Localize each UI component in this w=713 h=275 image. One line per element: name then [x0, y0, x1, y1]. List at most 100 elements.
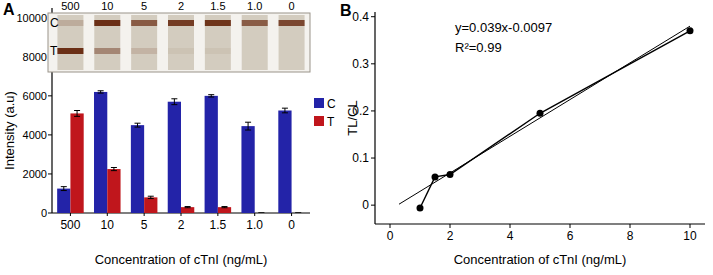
bar — [168, 102, 181, 213]
x-tick — [291, 213, 292, 216]
strip-photo: 50010521.51.00CT — [48, 0, 310, 72]
error-bar — [221, 207, 227, 208]
error-cap — [171, 98, 177, 99]
strip-band — [168, 48, 194, 54]
strip-band — [94, 20, 120, 26]
point — [537, 110, 544, 117]
bar — [107, 169, 120, 213]
strip-lane — [94, 15, 120, 70]
x-tick-label: 2 — [447, 229, 454, 243]
error-bar — [208, 95, 214, 97]
x-tick-label: 10 — [101, 218, 115, 232]
point — [417, 204, 424, 211]
legend-label: T — [327, 115, 335, 129]
error-cap — [282, 108, 288, 109]
x-tick-label: 0 — [288, 218, 295, 232]
band-label: C — [50, 16, 59, 30]
strip-lane — [242, 15, 268, 70]
lane-label: 5 — [141, 0, 147, 12]
x-tick — [570, 224, 571, 228]
error-line — [284, 108, 285, 113]
error-cap — [258, 213, 264, 214]
error-cap — [295, 213, 301, 214]
error-bar — [61, 187, 67, 191]
bars — [57, 91, 301, 213]
y-tick — [371, 16, 375, 17]
x-axis-title: Concentration of cTnI (ng/mL) — [454, 252, 627, 267]
error-cap — [208, 97, 214, 98]
error-bar — [135, 123, 141, 127]
bar — [94, 92, 107, 213]
x-tick — [144, 213, 145, 216]
error-cap — [111, 167, 117, 168]
y-tick — [371, 205, 375, 206]
figure: A020004000600080001000050010521.51.00Con… — [0, 0, 713, 275]
y-tick-label: 0.4 — [352, 10, 369, 24]
bar — [70, 113, 83, 213]
bar — [241, 126, 254, 213]
y-axis-title: TL/CL — [345, 100, 360, 135]
error-cap — [282, 112, 288, 113]
error-line — [63, 187, 64, 191]
strip-band — [131, 48, 157, 54]
bar — [181, 207, 194, 213]
x-tick — [217, 213, 218, 216]
error-bar — [111, 168, 117, 171]
annotation: y=0.039x-0.0097 — [455, 20, 552, 35]
error-bar — [258, 213, 264, 214]
error-cap — [135, 127, 141, 128]
strip-band — [168, 20, 194, 26]
strip-lane — [205, 15, 231, 70]
fit-line-series — [399, 26, 690, 204]
error-cap — [98, 93, 104, 94]
line — [399, 26, 690, 204]
band-label: T — [50, 44, 58, 58]
error-cap — [221, 207, 227, 208]
y-tick — [371, 158, 375, 159]
error-cap — [171, 104, 177, 105]
panel-a: A020004000600080001000050010521.51.00Con… — [2, 0, 336, 267]
error-line — [77, 111, 78, 117]
bar — [131, 125, 144, 213]
x-tick — [254, 213, 255, 216]
strip-band — [94, 48, 120, 54]
legend-label: C — [327, 97, 336, 111]
error-bar — [74, 111, 80, 117]
y-axis-title: Intensity (a.u) — [2, 91, 17, 170]
y-tick-label: 2000 — [23, 168, 47, 180]
x-tick — [510, 224, 511, 228]
bar — [278, 111, 291, 214]
annotation: R²=0.99 — [455, 40, 502, 55]
error-cap — [61, 190, 67, 191]
x-tick — [390, 224, 391, 228]
x-tick-label: 10 — [683, 229, 697, 243]
x-axis-title: Concentration of cTnI (ng/mL) — [95, 252, 268, 267]
scatter-series — [417, 27, 694, 211]
error-line — [248, 122, 249, 130]
x-tick — [107, 213, 108, 216]
bar — [57, 189, 70, 213]
strip-band — [205, 48, 231, 54]
strip-band — [242, 20, 268, 26]
strip-band — [205, 20, 231, 26]
error-bar — [245, 122, 251, 130]
bar — [144, 197, 157, 213]
panel-b: B00.10.20.30.40246810Concentration of cT… — [340, 2, 705, 267]
lane-label: 1.0 — [247, 0, 262, 12]
y-tick-label: 0.3 — [352, 57, 369, 71]
y-tick-label: 6000 — [23, 90, 47, 102]
x-tick — [450, 224, 451, 228]
point — [687, 27, 694, 34]
error-cap — [148, 196, 154, 197]
y-tick-label: 10000 — [16, 12, 47, 24]
x-axis — [375, 223, 705, 224]
y-tick-label: 8000 — [23, 51, 47, 63]
error-line — [137, 123, 138, 127]
y-tick — [48, 213, 52, 214]
error-cap — [148, 198, 154, 199]
x-tick-label: 2 — [178, 218, 185, 232]
error-bar — [98, 91, 104, 93]
error-line — [174, 99, 175, 105]
error-cap — [245, 122, 251, 123]
plot — [399, 26, 694, 211]
